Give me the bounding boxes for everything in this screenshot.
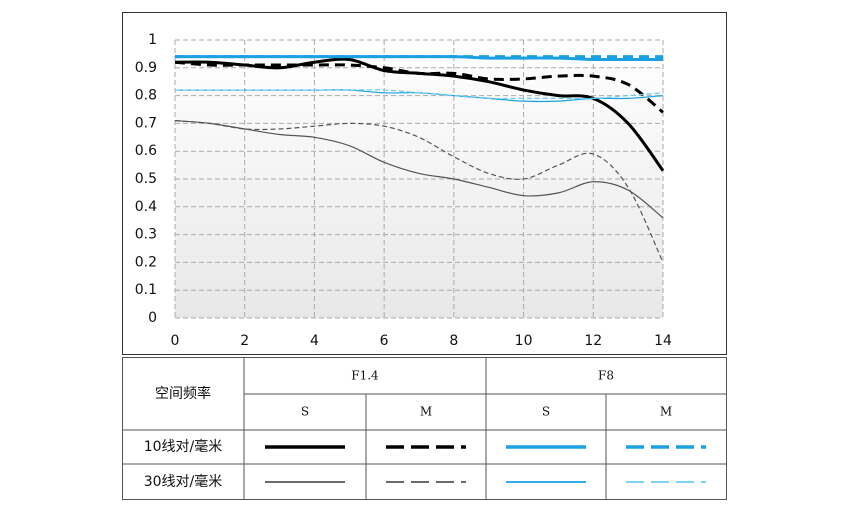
x-tick-label: 10 xyxy=(515,333,533,349)
x-tick-label: 6 xyxy=(380,333,389,349)
x-tick-label: 14 xyxy=(654,333,672,349)
legend-table xyxy=(122,357,727,500)
series-line xyxy=(174,120,664,219)
position-label: M xyxy=(660,405,672,419)
position-label: S xyxy=(542,405,550,419)
y-tick-label: 0 xyxy=(148,310,157,326)
aperture-label: F1.4 xyxy=(351,369,379,383)
y-tick-label: 0.9 xyxy=(135,60,157,76)
y-tick-label: 0.8 xyxy=(135,88,157,104)
y-tick-label: 0.5 xyxy=(135,171,157,187)
table-header: 空间频率 xyxy=(155,385,211,402)
y-tick-label: 0.4 xyxy=(135,199,157,215)
x-tick-label: 2 xyxy=(240,333,249,349)
y-tick-label: 0.3 xyxy=(135,227,157,243)
series-line xyxy=(175,89,664,100)
row-label: 30线对/毫米 xyxy=(144,473,223,490)
y-tick-label: 0.2 xyxy=(135,254,157,270)
series-line xyxy=(174,60,664,114)
aperture-label: F8 xyxy=(598,369,614,383)
y-tick-label: 0.6 xyxy=(135,143,157,159)
x-tick-label: 4 xyxy=(310,333,319,349)
x-tick-label: 8 xyxy=(449,333,458,349)
y-tick-label: 0.7 xyxy=(135,115,157,131)
position-label: M xyxy=(420,405,432,419)
y-tick-label: 0.1 xyxy=(135,282,157,298)
series-line xyxy=(174,120,664,263)
y-tick-label: 1 xyxy=(148,32,157,48)
row-label: 10线对/毫米 xyxy=(144,438,223,455)
x-tick-label: 0 xyxy=(171,333,180,349)
x-tick-label: 12 xyxy=(584,333,602,349)
position-label: S xyxy=(301,405,309,419)
